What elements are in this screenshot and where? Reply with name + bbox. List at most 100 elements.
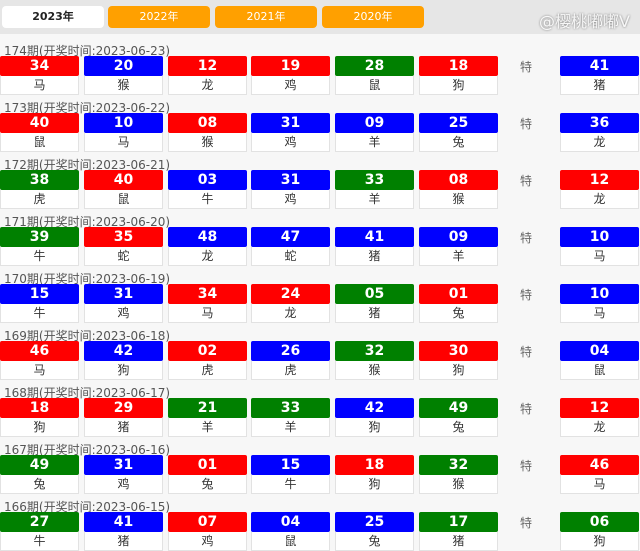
ball-number: 34 xyxy=(0,56,79,76)
regular-ball: 35 蛇 xyxy=(84,227,163,266)
regular-ball: 31 鸡 xyxy=(84,284,163,323)
zodiac-label: 牛 xyxy=(0,247,79,266)
zodiac-label: 鸡 xyxy=(84,304,163,323)
regular-ball: 08 猴 xyxy=(168,113,247,152)
zodiac-label: 狗 xyxy=(419,76,498,95)
regular-ball: 18 狗 xyxy=(335,455,414,494)
zodiac-label: 鼠 xyxy=(335,76,414,95)
regular-ball: 10 马 xyxy=(84,113,163,152)
ball-number: 05 xyxy=(335,284,414,304)
draw-row: 171期(开奖时间:2023-06-20) 39 牛 35 蛇 48 龙 47 … xyxy=(0,209,640,266)
regular-ball: 26 虎 xyxy=(251,341,330,380)
zodiac-label: 马 xyxy=(560,304,639,323)
zodiac-label: 龙 xyxy=(168,76,247,95)
regular-ball: 21 羊 xyxy=(168,398,247,437)
regular-ball: 15 牛 xyxy=(251,455,330,494)
regular-ball: 09 羊 xyxy=(419,227,498,266)
regular-ball: 49 兔 xyxy=(0,455,79,494)
draw-row: 166期(开奖时间:2023-06-15) 27 牛 41 猪 07 鸡 04 … xyxy=(0,494,640,551)
regular-ball: 20 猴 xyxy=(84,56,163,95)
ball-number: 31 xyxy=(251,113,330,133)
regular-ball: 33 羊 xyxy=(335,170,414,209)
tab-2020[interactable]: 2020年 xyxy=(322,6,424,28)
tab-2022[interactable]: 2022年 xyxy=(108,6,210,28)
regular-ball: 38 虎 xyxy=(0,170,79,209)
regular-ball: 03 牛 xyxy=(168,170,247,209)
tab-2023[interactable]: 2023年 xyxy=(2,6,104,28)
draw-title: 167期(开奖时间:2023-06-16) xyxy=(4,443,171,457)
zodiac-label: 牛 xyxy=(0,532,79,551)
ball-number: 02 xyxy=(168,341,247,361)
ball-number: 40 xyxy=(84,170,163,190)
regular-ball: 40 鼠 xyxy=(84,170,163,209)
zodiac-label: 猴 xyxy=(335,361,414,380)
draw-row: 172期(开奖时间:2023-06-21) 38 虎 40 鼠 03 牛 31 … xyxy=(0,152,640,209)
ball-number: 35 xyxy=(84,227,163,247)
zodiac-label: 鼠 xyxy=(251,532,330,551)
zodiac-label: 马 xyxy=(560,247,639,266)
ball-number: 36 xyxy=(560,113,639,133)
zodiac-label: 猴 xyxy=(84,76,163,95)
zodiac-label: 龙 xyxy=(168,247,247,266)
zodiac-label: 猴 xyxy=(419,190,498,209)
zodiac-label: 龙 xyxy=(560,418,639,437)
ball-number: 31 xyxy=(251,170,330,190)
regular-ball: 27 牛 xyxy=(0,512,79,551)
regular-ball: 47 蛇 xyxy=(251,227,330,266)
regular-ball: 29 猪 xyxy=(84,398,163,437)
zodiac-label: 猪 xyxy=(419,532,498,551)
ball-number: 17 xyxy=(419,512,498,532)
regular-ball: 08 猴 xyxy=(419,170,498,209)
zodiac-label: 猪 xyxy=(560,76,639,95)
zodiac-label: 虎 xyxy=(0,190,79,209)
special-ball: 10 马 xyxy=(560,227,639,266)
special-label: 特 xyxy=(520,288,533,302)
ball-number: 49 xyxy=(419,398,498,418)
ball-number: 41 xyxy=(84,512,163,532)
draw-row: 168期(开奖时间:2023-06-17) 18 狗 29 猪 21 羊 33 … xyxy=(0,380,640,437)
zodiac-label: 鸡 xyxy=(251,76,330,95)
ball-number: 25 xyxy=(419,113,498,133)
ball-number: 07 xyxy=(168,512,247,532)
zodiac-label: 龙 xyxy=(560,133,639,152)
zodiac-label: 牛 xyxy=(251,475,330,494)
draw-title: 173期(开奖时间:2023-06-22) xyxy=(4,101,171,115)
regular-ball: 34 马 xyxy=(168,284,247,323)
zodiac-label: 兔 xyxy=(419,133,498,152)
ball-number: 10 xyxy=(560,227,639,247)
ball-number: 31 xyxy=(84,284,163,304)
ball-number: 04 xyxy=(560,341,639,361)
draw-title: 174期(开奖时间:2023-06-23) xyxy=(4,44,171,58)
special-label: 特 xyxy=(520,459,533,473)
draw-title: 172期(开奖时间:2023-06-21) xyxy=(4,158,171,172)
special-ball: 10 马 xyxy=(560,284,639,323)
regular-ball: 15 牛 xyxy=(0,284,79,323)
draw-row: 167期(开奖时间:2023-06-16) 49 兔 31 鸡 01 兔 15 … xyxy=(0,437,640,494)
ball-number: 04 xyxy=(251,512,330,532)
draw-title: 171期(开奖时间:2023-06-20) xyxy=(4,215,171,229)
ball-number: 20 xyxy=(84,56,163,76)
zodiac-label: 鸡 xyxy=(168,532,247,551)
regular-ball: 25 兔 xyxy=(419,113,498,152)
ball-number: 39 xyxy=(0,227,79,247)
regular-ball: 05 猪 xyxy=(335,284,414,323)
ball-number: 12 xyxy=(168,56,247,76)
zodiac-label: 鼠 xyxy=(0,133,79,152)
zodiac-label: 羊 xyxy=(419,247,498,266)
ball-number: 29 xyxy=(84,398,163,418)
tab-2021[interactable]: 2021年 xyxy=(215,6,317,28)
ball-number: 18 xyxy=(335,455,414,475)
zodiac-label: 羊 xyxy=(335,190,414,209)
regular-ball: 01 兔 xyxy=(419,284,498,323)
special-ball: 41 猪 xyxy=(560,56,639,95)
draw-title: 169期(开奖时间:2023-06-18) xyxy=(4,329,171,343)
zodiac-label: 马 xyxy=(168,304,247,323)
zodiac-label: 羊 xyxy=(251,418,330,437)
special-label: 特 xyxy=(520,117,533,131)
ball-number: 32 xyxy=(419,455,498,475)
zodiac-label: 龙 xyxy=(251,304,330,323)
ball-number: 40 xyxy=(0,113,79,133)
zodiac-label: 鼠 xyxy=(560,361,639,380)
draw-title: 168期(开奖时间:2023-06-17) xyxy=(4,386,171,400)
regular-ball: 01 兔 xyxy=(168,455,247,494)
